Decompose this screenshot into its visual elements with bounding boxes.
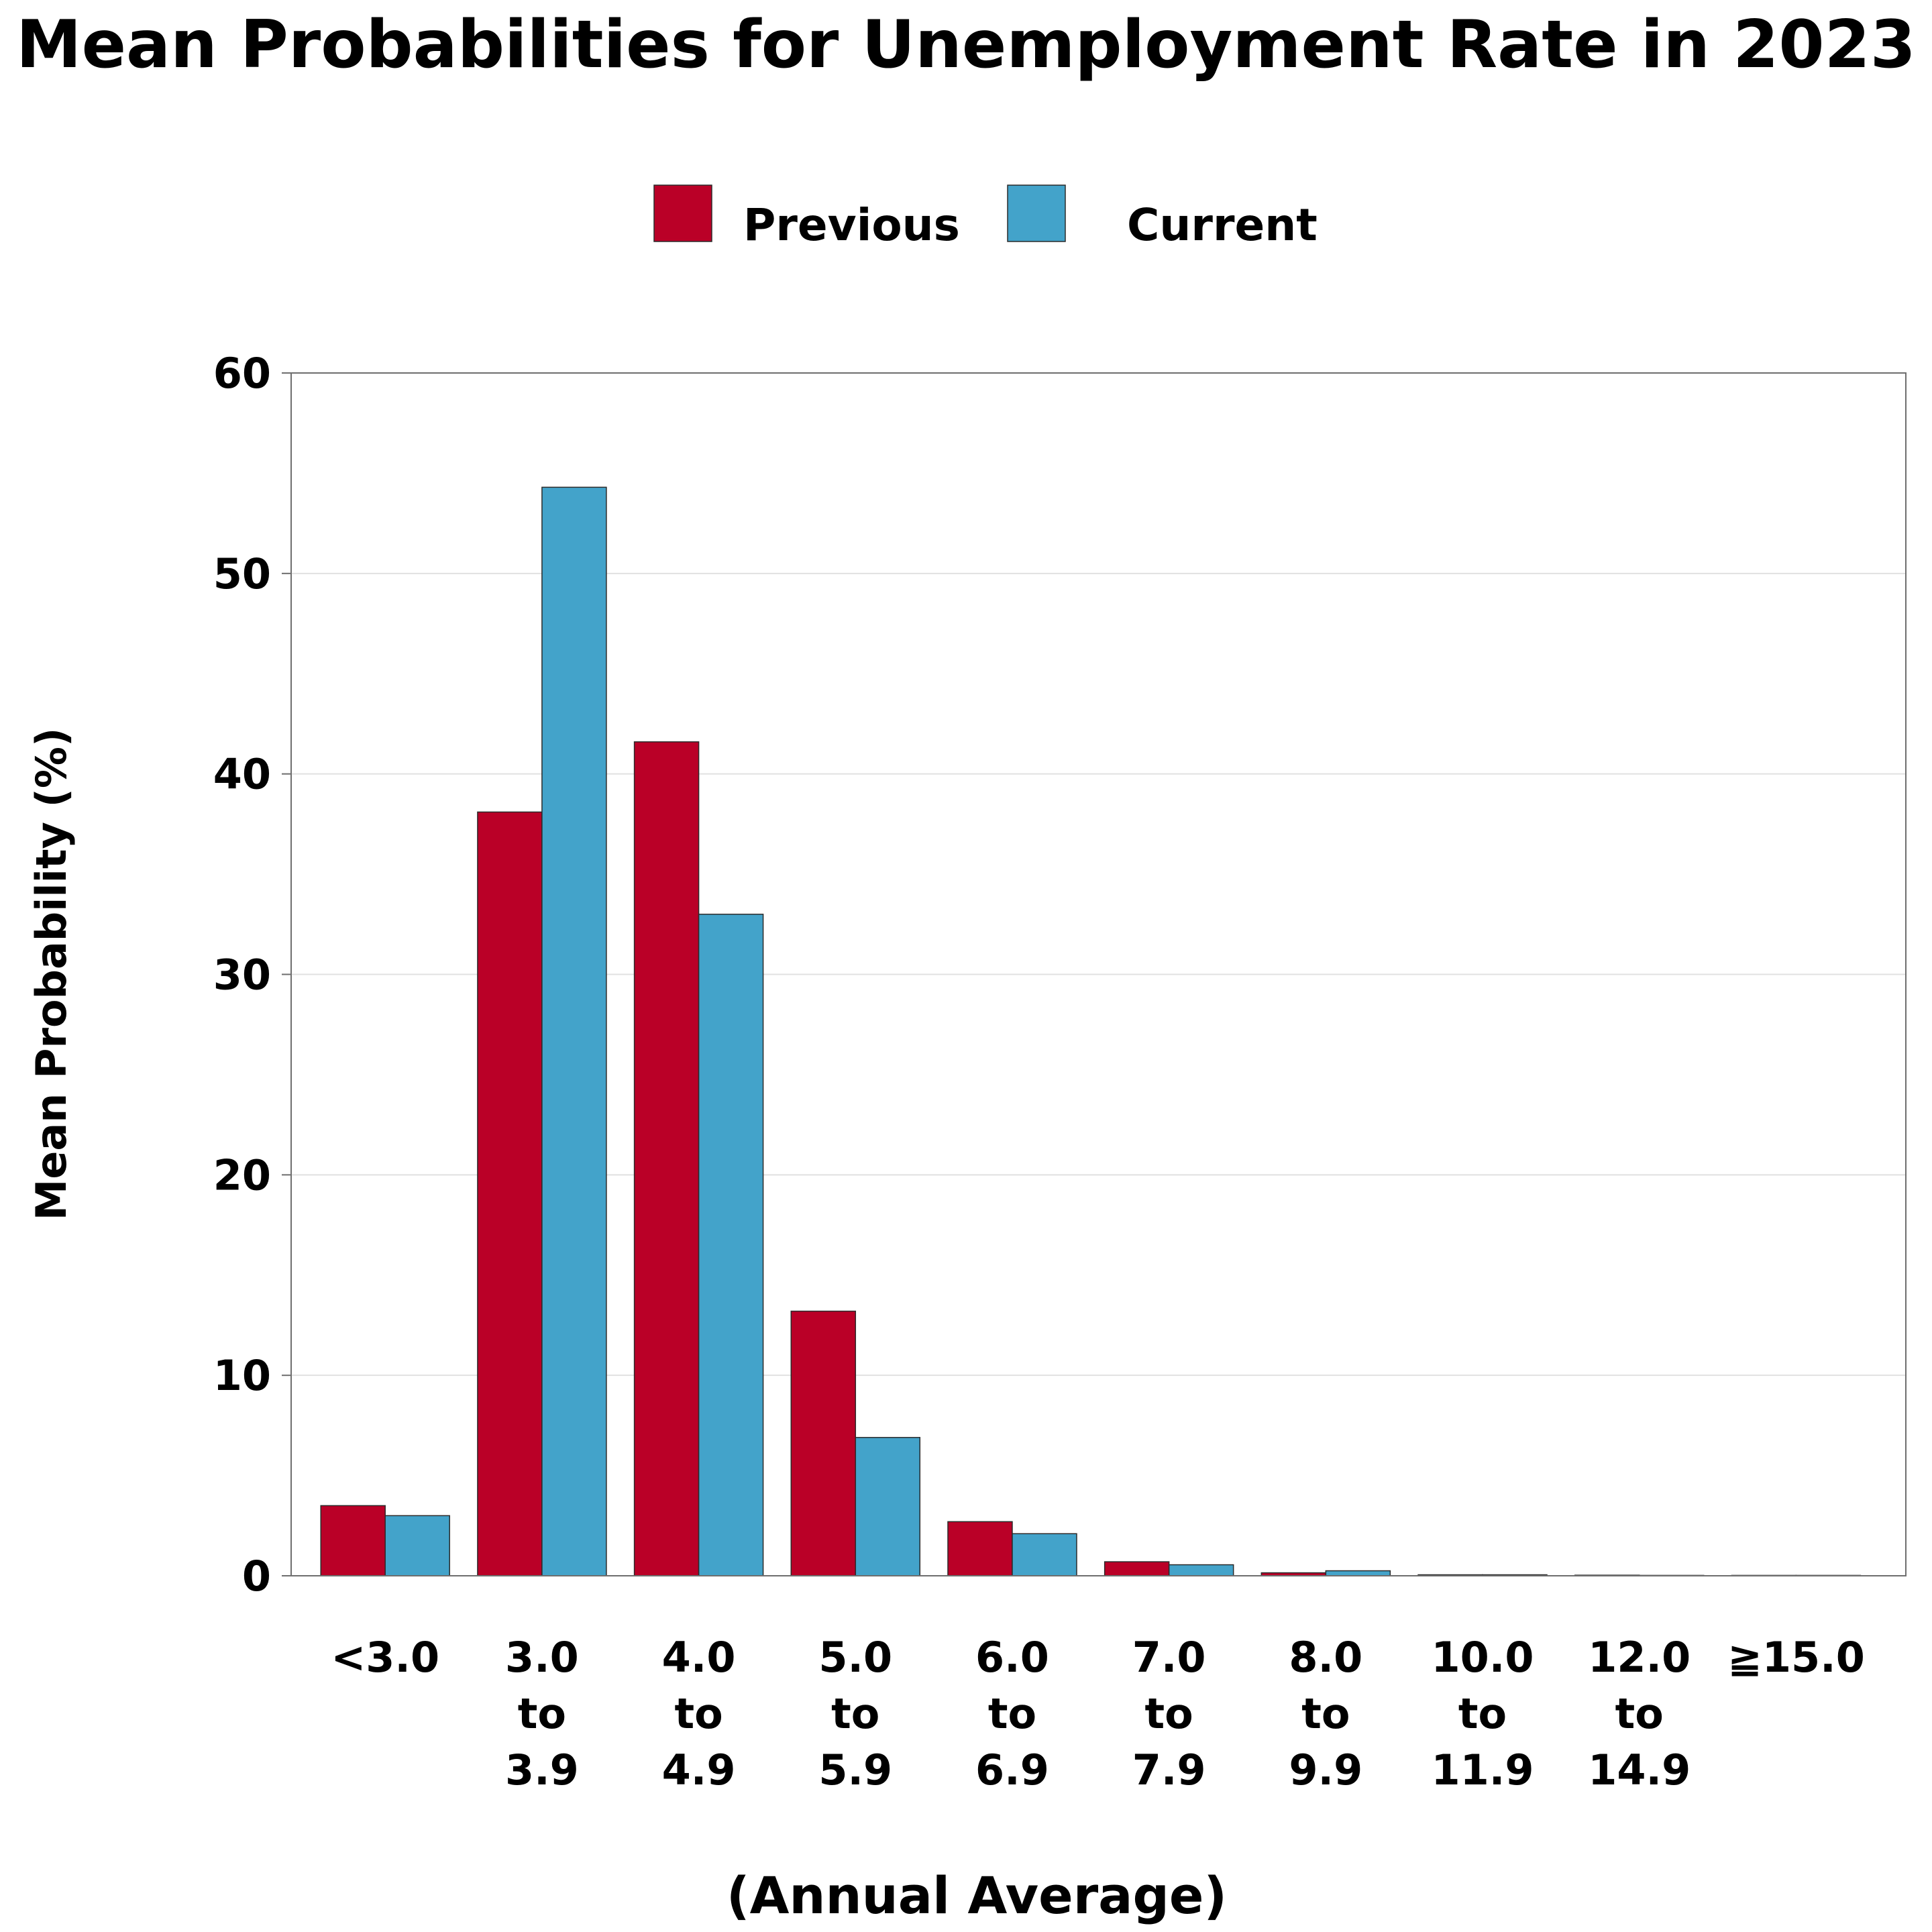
x-tick-label: ≧15.0 [1727, 1633, 1865, 1682]
x-tick-label-group: 8.0 to 9.9 [1289, 1633, 1362, 1794]
x-tick-label: to [988, 1689, 1036, 1738]
bar-previous-4 [947, 1521, 1013, 1576]
y-axis-ticks: 0 10 20 30 40 50 60 [213, 349, 291, 1601]
x-tick-label-group: 7.0 to 7.9 [1132, 1633, 1206, 1794]
bar-previous-3 [790, 1310, 857, 1576]
x-tick-label: 4.9 [662, 1746, 736, 1794]
y-tick-label: 10 [213, 1351, 271, 1400]
x-tick-label: 8.0 [1289, 1633, 1362, 1682]
x-tick-label: 10.0 [1432, 1633, 1534, 1682]
y-tick-label: 0 [242, 1552, 271, 1601]
x-tick-label: to [831, 1689, 879, 1738]
bar-current-1 [541, 486, 607, 1576]
bar-previous-0 [320, 1505, 386, 1576]
x-tick-label: 14.9 [1588, 1746, 1690, 1794]
x-tick-label: 3.9 [505, 1746, 579, 1794]
chart-title: Mean Probabilities for Unemployment Rate… [16, 7, 1916, 83]
legend-swatch-previous [653, 184, 712, 242]
bars [320, 486, 1862, 1576]
x-tick-label-group: 5.0 to 5.9 [818, 1633, 892, 1794]
x-tick-label: to [674, 1689, 722, 1738]
x-tick-label: to [1615, 1689, 1664, 1738]
legend-swatch-current [1007, 184, 1066, 242]
x-tick-label-group: 4.0 to 4.9 [662, 1633, 736, 1794]
x-tick-label: to [1145, 1689, 1193, 1738]
x-tick-label: 5.0 [818, 1633, 892, 1682]
x-tick-label: 7.9 [1132, 1746, 1206, 1794]
x-tick-label-group: 10.0 to 11.9 [1432, 1633, 1534, 1794]
bar-current-0 [384, 1515, 450, 1576]
x-tick-label: 5.9 [818, 1746, 892, 1794]
legend: Previous Current [653, 184, 1318, 251]
y-tick-label: 20 [213, 1150, 271, 1199]
legend-label-current: Current [1127, 199, 1318, 251]
bar-current-4 [1012, 1533, 1077, 1576]
x-tick-label: 11.9 [1432, 1746, 1534, 1794]
x-tick-label: to [1301, 1689, 1350, 1738]
x-tick-label: 7.0 [1132, 1633, 1206, 1682]
x-tick-label: 6.9 [975, 1746, 1049, 1794]
y-tick-label: 30 [213, 951, 271, 1000]
x-tick-label: 4.0 [662, 1633, 736, 1682]
bar-previous-5 [1104, 1561, 1170, 1576]
x-tick-label: to [1458, 1689, 1507, 1738]
x-tick-label: 6.0 [975, 1633, 1049, 1682]
x-tick-label: 12.0 [1588, 1633, 1690, 1682]
x-tick-label-group: 12.0 to 14.9 [1588, 1633, 1690, 1794]
x-tick-label-group: <3.0 [331, 1633, 439, 1682]
legend-label-previous: Previous [743, 199, 960, 251]
y-tick-label: 50 [213, 549, 271, 598]
bar-previous-1 [477, 811, 543, 1576]
x-tick-label-group: 6.0 to 6.9 [975, 1633, 1049, 1794]
x-tick-label: 3.0 [505, 1633, 579, 1682]
bar-current-5 [1168, 1564, 1234, 1576]
x-axis-title: (Annual Average) [727, 1866, 1227, 1925]
x-tick-label: 9.9 [1289, 1746, 1362, 1794]
x-tick-label-group: ≧15.0 [1727, 1633, 1865, 1682]
bar-current-3 [855, 1437, 921, 1576]
bar-previous-2 [633, 741, 700, 1576]
bar-current-2 [698, 914, 764, 1576]
x-axis-ticks: <3.0 3.0 to 3.9 4.0 to 4.9 5.0 to 5.9 6.0 to 6.9 7.0 t… [331, 1633, 1865, 1794]
y-tick-label: 60 [213, 349, 271, 398]
bar-current-6 [1325, 1570, 1391, 1576]
y-axis-title: Mean Probability (%) [27, 728, 76, 1221]
x-tick-label-group: 3.0 to 3.9 [505, 1633, 579, 1794]
y-tick-label: 40 [213, 750, 271, 799]
x-tick-label: to [518, 1689, 566, 1738]
x-tick-label: <3.0 [331, 1633, 439, 1682]
